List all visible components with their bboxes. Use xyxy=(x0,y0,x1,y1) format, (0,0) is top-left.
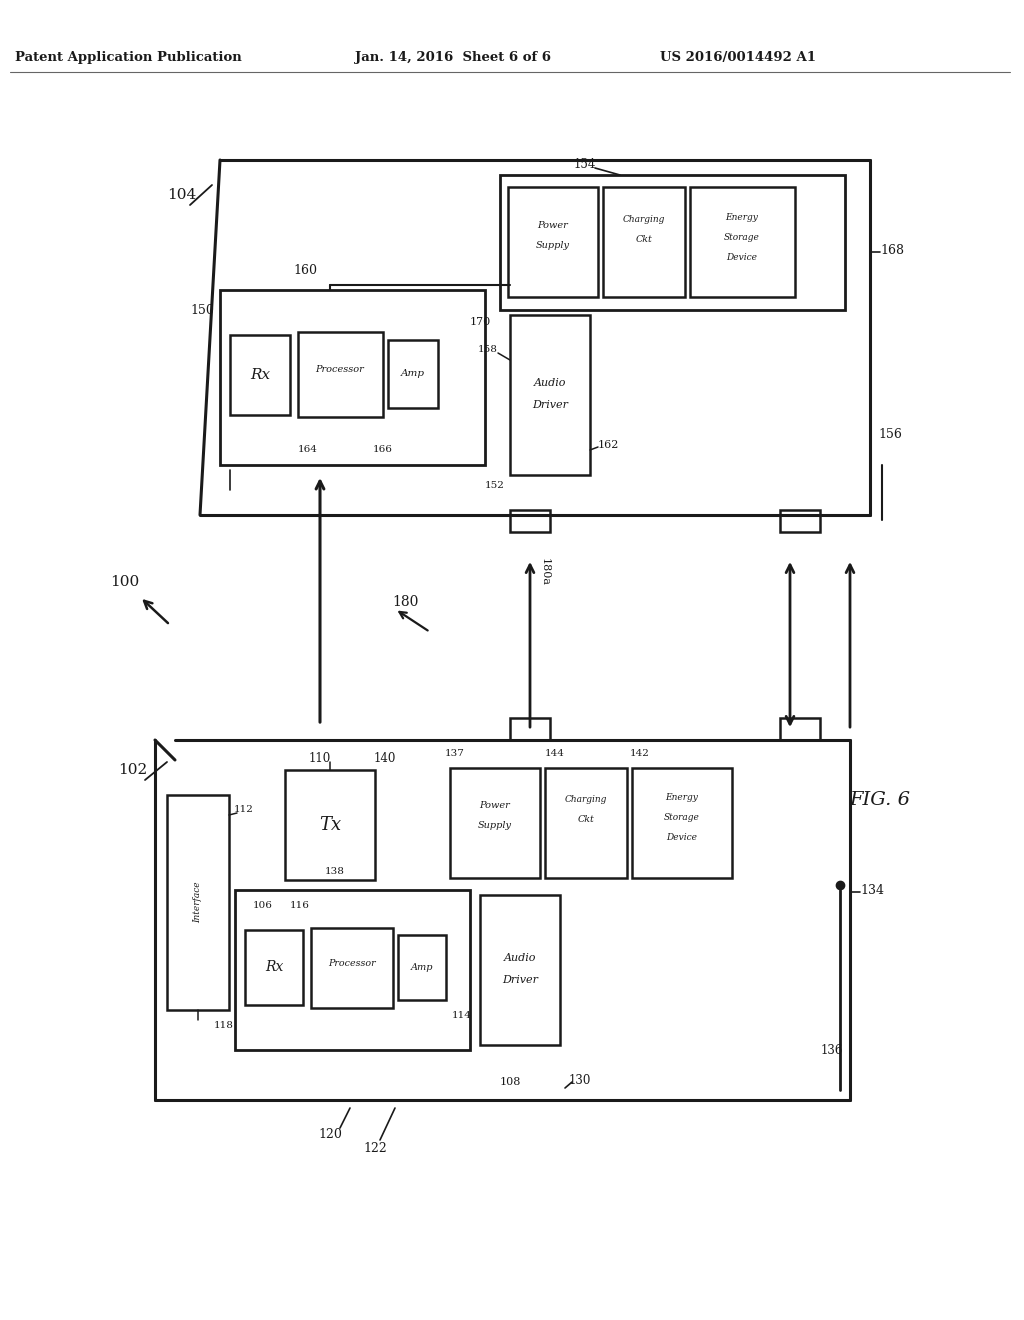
Text: 104: 104 xyxy=(167,187,197,202)
Text: Ckt: Ckt xyxy=(636,235,652,243)
Text: Processor: Processor xyxy=(328,958,376,968)
Text: 100: 100 xyxy=(111,576,139,589)
Bar xyxy=(220,290,485,465)
Text: 162: 162 xyxy=(597,440,618,450)
Text: 142: 142 xyxy=(630,750,650,759)
Text: 108: 108 xyxy=(500,1077,520,1086)
Text: Patent Application Publication: Patent Application Publication xyxy=(15,51,242,65)
Text: 166: 166 xyxy=(373,446,393,454)
Bar xyxy=(603,187,685,297)
Text: Ckt: Ckt xyxy=(578,816,595,825)
Text: Audio: Audio xyxy=(534,378,566,388)
Bar xyxy=(311,928,393,1008)
Text: Tx: Tx xyxy=(318,816,341,834)
Text: 170: 170 xyxy=(469,317,490,327)
Text: 118: 118 xyxy=(214,1020,233,1030)
Bar xyxy=(245,931,303,1005)
Text: 158: 158 xyxy=(478,346,498,355)
Text: 112: 112 xyxy=(234,805,254,814)
Text: Device: Device xyxy=(667,833,697,842)
Bar xyxy=(780,718,820,741)
Bar xyxy=(167,795,229,1010)
Text: 140: 140 xyxy=(374,751,396,764)
Text: 137: 137 xyxy=(445,750,465,759)
Bar xyxy=(480,895,560,1045)
Text: Supply: Supply xyxy=(536,240,570,249)
Bar xyxy=(545,768,627,878)
Bar xyxy=(690,187,795,297)
Text: 134: 134 xyxy=(860,883,884,896)
Text: 120: 120 xyxy=(318,1129,342,1142)
Text: 154: 154 xyxy=(573,158,596,172)
Text: 106: 106 xyxy=(253,900,273,909)
Text: Amp: Amp xyxy=(411,962,433,972)
Text: Supply: Supply xyxy=(478,821,512,830)
Text: Jan. 14, 2016  Sheet 6 of 6: Jan. 14, 2016 Sheet 6 of 6 xyxy=(355,51,551,65)
Text: 110: 110 xyxy=(309,751,331,764)
Text: Power: Power xyxy=(538,220,568,230)
Text: 136: 136 xyxy=(821,1044,843,1056)
Text: 144: 144 xyxy=(545,750,565,759)
Text: Storage: Storage xyxy=(664,813,700,822)
Text: Rx: Rx xyxy=(265,960,284,974)
Text: 138: 138 xyxy=(325,867,345,876)
Text: Processor: Processor xyxy=(315,364,365,374)
Text: 180a: 180a xyxy=(540,558,550,586)
Text: 160: 160 xyxy=(293,264,317,276)
Text: Driver: Driver xyxy=(502,975,538,985)
Bar xyxy=(780,510,820,532)
Text: US 2016/0014492 A1: US 2016/0014492 A1 xyxy=(660,51,816,65)
Text: 150: 150 xyxy=(190,304,214,317)
Text: Energy: Energy xyxy=(666,793,698,803)
Text: 156: 156 xyxy=(878,429,902,441)
Bar xyxy=(450,768,540,878)
Bar xyxy=(510,510,550,532)
Text: 180: 180 xyxy=(392,595,418,609)
Text: Device: Device xyxy=(726,252,758,261)
Text: Energy: Energy xyxy=(726,213,759,222)
Bar xyxy=(388,341,438,408)
Bar xyxy=(510,315,590,475)
Bar xyxy=(510,718,550,741)
Text: Charging: Charging xyxy=(623,214,666,223)
Text: Storage: Storage xyxy=(724,232,760,242)
Text: Amp: Amp xyxy=(401,370,425,379)
Bar xyxy=(500,176,845,310)
Bar xyxy=(298,333,383,417)
Text: 102: 102 xyxy=(119,763,147,777)
Text: 114: 114 xyxy=(452,1011,472,1019)
Bar xyxy=(230,335,290,414)
Text: Driver: Driver xyxy=(532,400,568,411)
Bar xyxy=(632,768,732,878)
Bar xyxy=(285,770,375,880)
Bar xyxy=(508,187,598,297)
Bar xyxy=(234,890,470,1049)
Text: Rx: Rx xyxy=(250,368,270,381)
Text: FIG. 6: FIG. 6 xyxy=(850,791,910,809)
Text: 130: 130 xyxy=(568,1073,591,1086)
Text: 152: 152 xyxy=(485,480,505,490)
Text: 122: 122 xyxy=(364,1142,387,1155)
Text: Power: Power xyxy=(479,801,510,810)
Text: Audio: Audio xyxy=(504,953,537,964)
Text: Interface: Interface xyxy=(194,882,203,923)
Text: Charging: Charging xyxy=(565,796,607,804)
Text: 164: 164 xyxy=(298,446,317,454)
Text: 168: 168 xyxy=(880,243,904,256)
Bar xyxy=(398,935,446,1001)
Text: 116: 116 xyxy=(290,900,310,909)
